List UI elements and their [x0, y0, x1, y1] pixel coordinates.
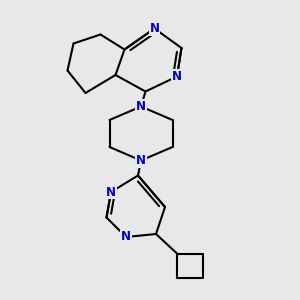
Text: N: N — [136, 100, 146, 113]
Text: N: N — [121, 230, 131, 244]
Text: N: N — [172, 70, 182, 83]
Text: N: N — [136, 154, 146, 167]
Text: N: N — [149, 22, 160, 35]
Text: N: N — [106, 185, 116, 199]
